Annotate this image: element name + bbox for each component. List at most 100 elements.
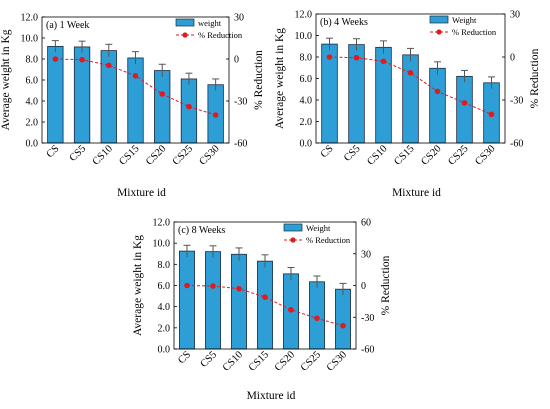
y2-tick-label: 30 [361, 249, 371, 260]
y2-axis-title: % Reduction [253, 50, 265, 110]
legend-swatch-bar [429, 15, 449, 24]
legend-label-bar: Weight [306, 223, 331, 233]
x-tick-label: CS20 [419, 143, 443, 167]
legend-swatch-point [290, 237, 296, 243]
x-tick-label: CS15 [117, 143, 141, 167]
x-tick-label: CS10 [91, 143, 115, 167]
x-tick-label: CS5 [199, 349, 220, 370]
y-tick-label: 6.0 [26, 76, 39, 87]
reduction-point [159, 91, 166, 97]
reduction-point [326, 54, 333, 60]
bar [180, 78, 198, 144]
x-tick-label: CS30 [325, 349, 349, 373]
reduction-point [132, 73, 139, 79]
y-tick-label: 10.0 [21, 34, 39, 45]
y-tick-label: 4.0 [26, 97, 39, 108]
legend-label-line: % Reduction [306, 235, 351, 245]
x-tick-label: CS5 [342, 143, 363, 164]
y-axis-title: Average weight in Kg [0, 29, 12, 130]
reduction-point [262, 294, 268, 300]
y2-tick-label: -30 [510, 96, 523, 107]
legend-label-bar: Weight [452, 15, 477, 25]
y-tick-label: 12.0 [153, 218, 171, 229]
y2-axis-title: % Reduction [529, 48, 541, 108]
bar [402, 54, 419, 144]
x-tick-label: CS10 [365, 143, 389, 167]
chart-panel-3: 0.0 2.0 4.0 6.0 8.0 10.0 12.0 -60 -30 0 30 60 CS CS5 C… [132, 218, 392, 403]
bar [429, 67, 446, 144]
bar [456, 75, 473, 144]
y-tick-label: 2.0 [158, 323, 171, 334]
y2-tick-label: -60 [361, 345, 374, 356]
x-tick-label: CS [176, 349, 193, 366]
y-tick-label: 10.0 [153, 239, 171, 250]
reduction-point [380, 58, 387, 65]
x-tick-label: CS [319, 143, 336, 160]
y-tick-label: 12.0 [295, 10, 313, 21]
reduction-point [407, 69, 414, 76]
reduction-point [186, 103, 192, 110]
x-tick-label: CS30 [197, 143, 221, 167]
reduction-point [314, 315, 320, 322]
legend-label-line: % Reduction [452, 27, 497, 37]
reduction-point [184, 282, 190, 289]
reduction-point [488, 111, 495, 118]
x-tick-label: CS [45, 143, 62, 160]
bar [154, 70, 171, 144]
x-tick-label: CS15 [392, 143, 416, 167]
y-tick-label: 8.0 [158, 260, 171, 271]
reduction-point [461, 100, 468, 106]
y2-tick-label: 0 [234, 55, 239, 66]
reduction-point [340, 322, 346, 329]
y-tick-label: 8.0 [26, 55, 39, 66]
reduction-point [79, 56, 85, 63]
x-tick-label: CS25 [299, 349, 323, 373]
y-axis-title: Average weight in Kg [132, 235, 144, 336]
y2-tick-label: 60 [361, 218, 371, 229]
bar [231, 253, 247, 350]
x-tick-label: CS25 [446, 143, 470, 167]
x-tick-label: CS5 [68, 143, 89, 164]
y-tick-label: 12.0 [21, 13, 39, 24]
legend-swatch-point [436, 29, 442, 35]
y2-tick-label: 0 [361, 281, 366, 292]
reduction-point [210, 283, 216, 289]
bar [257, 260, 273, 350]
y-tick-label: 4.0 [158, 302, 171, 313]
y-tick-label: 10.0 [295, 31, 313, 42]
y-tick-label: 6.0 [300, 74, 313, 85]
legend-label-bar: weight [198, 18, 222, 28]
y2-axis-title: % Reduction [380, 255, 392, 315]
reduction-point [353, 54, 360, 61]
x-axis-title: Mixture id [392, 187, 441, 199]
y-tick-label: 6.0 [158, 281, 171, 292]
y-axis-title: Average weight in Kg [274, 28, 286, 129]
x-tick-label: CS25 [171, 143, 195, 167]
panel-label: (a) 1 Week [46, 20, 89, 31]
y2-tick-label: -60 [510, 139, 523, 150]
y-tick-label: 0.0 [300, 139, 313, 150]
reduction-point [288, 307, 294, 313]
reduction-point [52, 56, 59, 62]
x-tick-label: CS20 [144, 143, 168, 167]
panel-label: (c) 8 Weeks [178, 225, 225, 236]
reduction-point [105, 62, 112, 69]
y2-tick-label: -30 [361, 313, 374, 324]
y-tick-label: 0.0 [26, 139, 39, 150]
legend-label-line: % Reduction [198, 30, 243, 40]
legend-swatch-point [182, 32, 188, 38]
y2-tick-label: -60 [234, 139, 247, 150]
x-tick-label: CS30 [473, 143, 497, 167]
bar [335, 288, 351, 350]
y-tick-label: 8.0 [300, 53, 313, 64]
bar [309, 281, 325, 350]
bar [205, 251, 221, 350]
y2-tick-label: 30 [234, 13, 244, 24]
reduction-point [434, 88, 441, 95]
y-tick-label: 0.0 [158, 345, 171, 356]
legend-swatch-bar [175, 18, 195, 27]
bar [179, 250, 195, 350]
